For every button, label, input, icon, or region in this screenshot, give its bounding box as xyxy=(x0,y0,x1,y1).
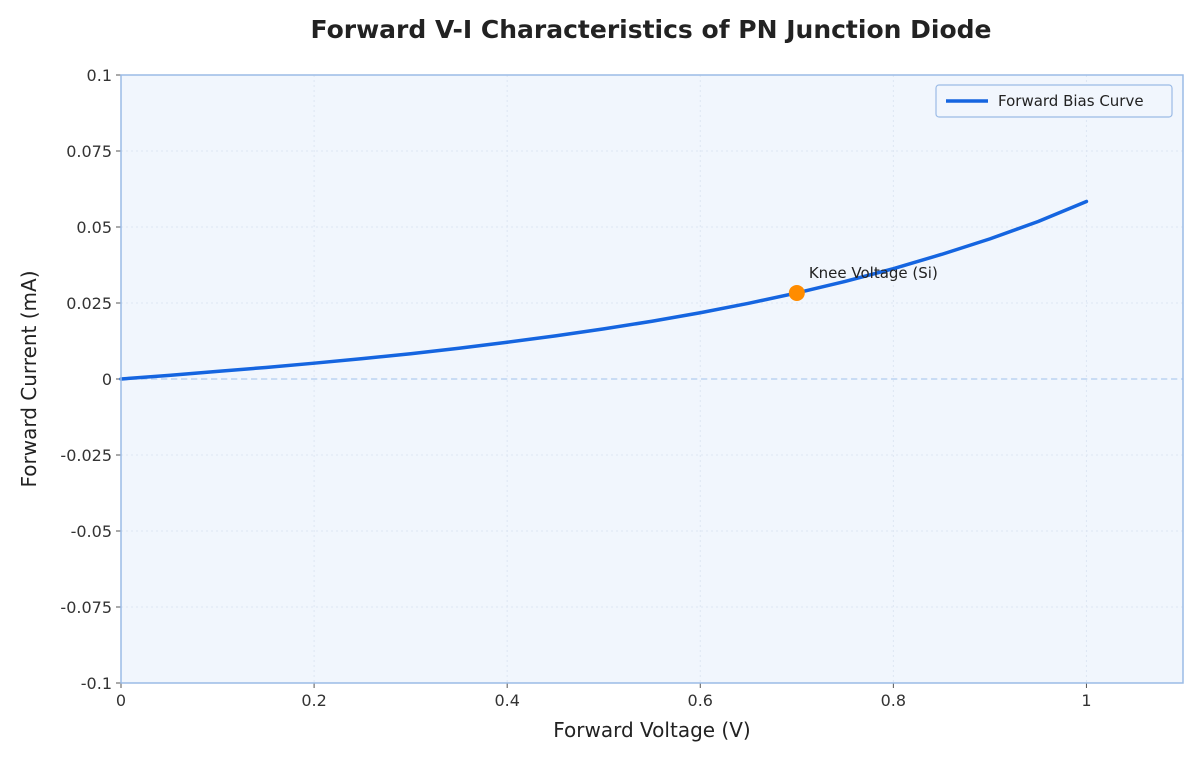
y-tick-label-6: 0.05 xyxy=(76,218,112,237)
knee-voltage-annotation: Knee Voltage (Si) xyxy=(809,264,938,282)
y-tick-label-0: -0.1 xyxy=(81,674,112,693)
y-tick-label-1: -0.075 xyxy=(60,598,112,617)
knee-voltage-marker xyxy=(788,284,805,301)
y-tick-label-4: 0 xyxy=(102,370,112,389)
chart-title: Forward V-I Characteristics of PN Juncti… xyxy=(311,15,992,44)
x-tick-label-1: 0.2 xyxy=(301,691,326,710)
x-axis-ticks: 0 0.2 0.4 0.6 0.8 1 xyxy=(116,683,1092,710)
y-tick-label-5: 0.025 xyxy=(66,294,112,313)
x-tick-label-5: 1 xyxy=(1081,691,1091,710)
y-axis-label: Forward Current (mA) xyxy=(17,270,41,487)
x-tick-label-0: 0 xyxy=(116,691,126,710)
legend-box xyxy=(935,84,1173,118)
x-axis-label: Forward Voltage (V) xyxy=(553,718,750,742)
y-tick-label-2: -0.05 xyxy=(71,522,112,541)
legend: Forward Bias Curve xyxy=(935,84,1173,118)
y-tick-label-3: -0.025 xyxy=(60,446,112,465)
x-tick-label-2: 0.4 xyxy=(494,691,519,710)
legend-label-forward-bias-curve: Forward Bias Curve xyxy=(998,92,1144,110)
grid-lines xyxy=(120,74,1183,684)
plot-border xyxy=(120,74,1184,684)
y-tick-label-8: 0.1 xyxy=(87,66,112,85)
y-tick-label-7: 0.075 xyxy=(66,142,112,161)
series-line-forward-bias-curve xyxy=(119,199,1089,381)
y-axis-ticks: -0.1 -0.075 -0.05 -0.025 0 0.025 0.05 0.075 0.1 xyxy=(60,66,121,693)
x-tick-label-4: 0.8 xyxy=(881,691,906,710)
x-tick-label-3: 0.6 xyxy=(688,691,713,710)
